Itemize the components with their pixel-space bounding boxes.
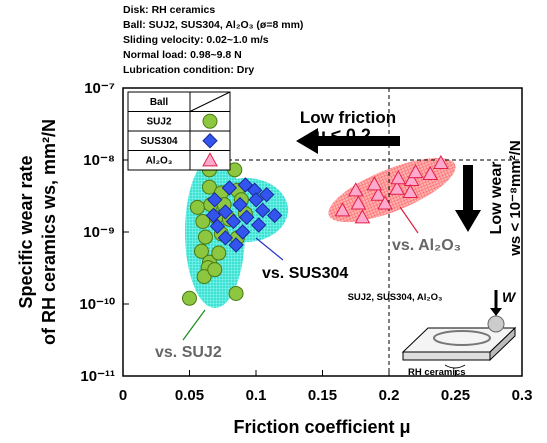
annotation: Low wear (488, 162, 505, 235)
point (407, 164, 424, 179)
pointer-suj2 (182, 309, 206, 341)
y-tick-label: 10⁻¹⁰ (79, 296, 115, 313)
point (422, 165, 439, 181)
point (228, 285, 244, 301)
x-tick-label: 0.25 (441, 387, 470, 404)
point (354, 209, 371, 224)
point (195, 213, 211, 229)
x-tick-label: 0.2 (379, 387, 400, 404)
annotation: vs. SUJ2 (155, 344, 222, 361)
subtitle: Ball: SUJ2, SUS304, Al₂O₃ (ø=8 mm) (123, 19, 303, 31)
legend-label: SUJ2 (146, 117, 171, 128)
point (390, 170, 407, 185)
point (370, 186, 387, 201)
inset-label: W (502, 289, 517, 305)
header: Disk: RH ceramics Ball: SUJ2, SUS304, Al₂… (123, 4, 303, 76)
annotation: μ ≤ 0.2 (315, 126, 371, 146)
y-tick-label: 10⁻¹¹ (80, 368, 115, 385)
point (189, 199, 205, 215)
point (347, 182, 364, 197)
point (207, 262, 223, 278)
point (217, 204, 234, 220)
point (366, 176, 383, 191)
point (403, 171, 420, 186)
point (197, 229, 213, 245)
point (217, 230, 234, 246)
x-tick-label: 0 (119, 387, 127, 404)
annotation: vs. Al₂O₃ (392, 237, 461, 254)
legend-marker (202, 133, 218, 149)
point (334, 202, 351, 217)
point (196, 269, 212, 285)
annotation: Low friction (300, 108, 396, 127)
point (238, 209, 255, 226)
point (228, 237, 244, 253)
inset-label: RH ceramics (408, 367, 466, 378)
legend-rule (189, 91, 231, 112)
friction-arrow (296, 128, 400, 154)
point (232, 196, 248, 213)
annotation: vs. SUS304 (262, 265, 348, 282)
point (201, 179, 217, 195)
point (234, 224, 251, 240)
legend-label: SUS304 (140, 136, 178, 147)
subtitle: Disk: RH ceramics (123, 4, 215, 16)
inset-label: SUJ2, SUS304, Al₂O₃ (348, 292, 443, 303)
legend-title: Ball (150, 97, 169, 108)
plot-area: 0 0.05 0.1 0.15 0.2 0.25 0.3 10⁻¹¹ 10⁻¹⁰ 10⁻⁹ 10⁻⁸… (79, 80, 532, 404)
subtitle: Lubrication condition: Dry (123, 64, 254, 76)
legend-marker (202, 152, 218, 167)
point (433, 154, 449, 170)
y-axis-title: Specific wear rate (16, 155, 36, 308)
point (350, 195, 367, 210)
pointer-al2o3 (399, 206, 419, 234)
y-tick-label: 10⁻⁷ (84, 80, 115, 97)
legend-marker (202, 113, 218, 129)
point (182, 290, 197, 306)
point (207, 192, 223, 208)
point (389, 180, 405, 195)
legend-label: Al₂O₃ (146, 156, 173, 167)
subtitle: Normal load: 0.98~9.8 N (123, 49, 242, 61)
point (258, 186, 275, 203)
point (254, 202, 271, 219)
y-tick-label: 10⁻⁹ (83, 224, 115, 241)
point (402, 183, 419, 199)
y-axis-title: of RH ceramics ws, mm²/N (39, 119, 59, 345)
y-tick-label: 10⁻⁸ (83, 152, 115, 169)
inset-diagram (401, 290, 517, 369)
x-tick-label: 0.3 (512, 387, 533, 404)
wear-arrow (455, 165, 481, 232)
x-tick-label: 0.05 (175, 387, 204, 404)
point (211, 245, 227, 261)
pointer-sus304 (255, 237, 284, 261)
point (248, 192, 264, 208)
point (377, 195, 393, 210)
point (209, 218, 226, 235)
point (266, 207, 283, 224)
subtitle: Sliding velocity: 0.02~1.0 m/s (123, 34, 269, 46)
point (193, 243, 209, 259)
x-tick-label: 0.1 (246, 387, 267, 404)
x-axis-title: Friction coefficient μ (233, 417, 410, 437)
annotation: ws < 10⁻⁸mm²/N (507, 140, 524, 256)
point (250, 217, 267, 233)
point (225, 213, 242, 230)
point (221, 180, 238, 196)
point (205, 207, 222, 224)
x-tick-label: 0.15 (308, 387, 337, 404)
